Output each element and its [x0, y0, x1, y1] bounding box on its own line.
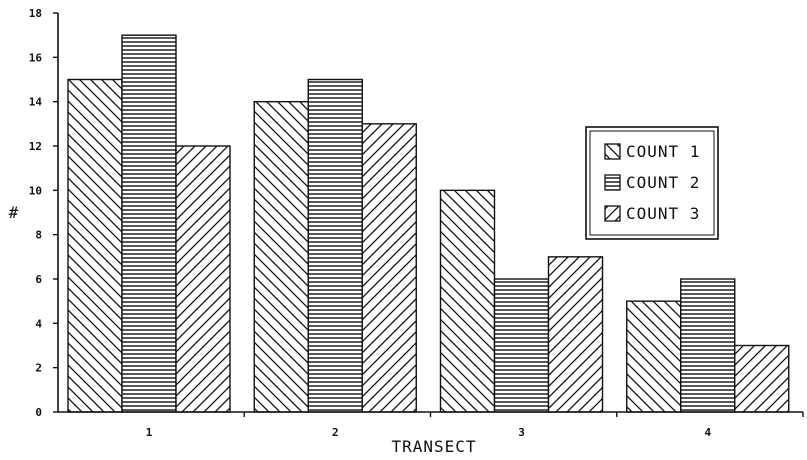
bar-3-transect-1: [175, 145, 231, 413]
bar-2-transect-2: [307, 78, 363, 413]
y-tick-label: 12: [29, 140, 42, 153]
y-axis-ticks: 0 2 4 6 8 10 12 14 16 18: [29, 7, 58, 419]
y-axis-title: #: [9, 203, 20, 222]
bar-2-transect-1: [121, 34, 177, 413]
bar-3-transect-4: [734, 344, 790, 413]
y-tick-label: 2: [35, 362, 42, 375]
legend-label-3: COUNT 3: [626, 204, 700, 223]
y-tick-label: 14: [29, 96, 43, 109]
x-tick-label: 1: [146, 426, 153, 439]
y-tick-label: 4: [35, 317, 42, 330]
bar-2-transect-3: [493, 278, 550, 413]
y-tick-label: 6: [35, 273, 42, 286]
y-tick-label: 16: [29, 51, 43, 64]
x-tick-label: 3: [518, 426, 525, 439]
bar-1-transect-1: [67, 78, 123, 413]
legend-swatch-3: [604, 205, 621, 222]
bar-3-transect-3: [547, 256, 604, 413]
x-axis-ticks: 1 2 3 4: [146, 412, 804, 439]
x-axis-title: TRANSECT: [391, 437, 476, 456]
bars-layer: [67, 34, 790, 413]
bar-2-transect-4: [680, 278, 736, 413]
legend: COUNT 1 COUNT 2 COUNT 3: [585, 126, 719, 240]
x-tick-label: 4: [704, 426, 711, 439]
y-tick-label: 0: [35, 406, 42, 419]
legend-label-2: COUNT 2: [626, 173, 700, 192]
bar-1-transect-4: [626, 300, 682, 413]
x-tick-label: 2: [332, 426, 339, 439]
y-tick-label: 10: [29, 184, 42, 197]
legend-box-inner: [589, 130, 715, 236]
y-tick-label: 18: [29, 7, 42, 20]
y-tick-label: 8: [35, 229, 42, 242]
bar-1-transect-3: [439, 189, 496, 413]
legend-swatch-2: [604, 174, 621, 191]
bar-3-transect-2: [361, 123, 417, 413]
legend-swatch-1: [604, 143, 621, 160]
legend-label-1: COUNT 1: [626, 142, 700, 161]
bar-1-transect-2: [253, 100, 309, 413]
legend-items: COUNT 1 COUNT 2 COUNT 3: [604, 142, 700, 223]
